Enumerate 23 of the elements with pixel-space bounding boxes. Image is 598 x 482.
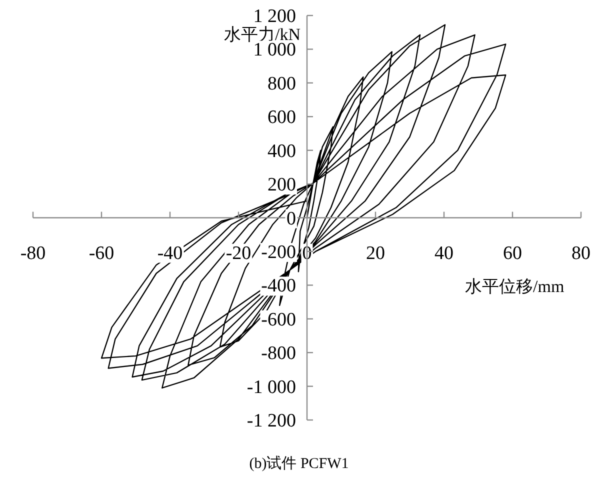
- y-tick-label: -600: [261, 309, 296, 330]
- x-tick-label: 40: [434, 242, 454, 264]
- x-tick-label: 60: [503, 242, 522, 264]
- y-tick-label: 800: [268, 73, 296, 94]
- y-tick-label: 1 000: [253, 40, 296, 61]
- x-tick-label: -20: [226, 242, 252, 264]
- x-tick-label: -80: [20, 242, 46, 264]
- x-tick-label: -60: [88, 242, 114, 264]
- y-tick-label: 0: [286, 208, 296, 230]
- y-tick-label: 1 200: [253, 6, 296, 27]
- y-tick-label: -1 200: [246, 410, 296, 432]
- y-tick-label: 600: [268, 107, 296, 128]
- y-tick-label: -800: [261, 343, 296, 364]
- x-tick-label: 80: [572, 242, 590, 264]
- y-tick-label: -400: [261, 276, 296, 297]
- x-tick-label: 20: [366, 242, 385, 264]
- y-tick-label: -1 000: [246, 376, 296, 398]
- text: (b)试件 PCFW1: [249, 455, 349, 472]
- y-tick-label: 200: [268, 174, 296, 196]
- y-tick-label: -200: [261, 242, 296, 263]
- y-tick-label: 400: [268, 140, 296, 162]
- x-tick-label: -40: [157, 242, 183, 264]
- x-axis-title: 水平位移/mm: [465, 276, 564, 296]
